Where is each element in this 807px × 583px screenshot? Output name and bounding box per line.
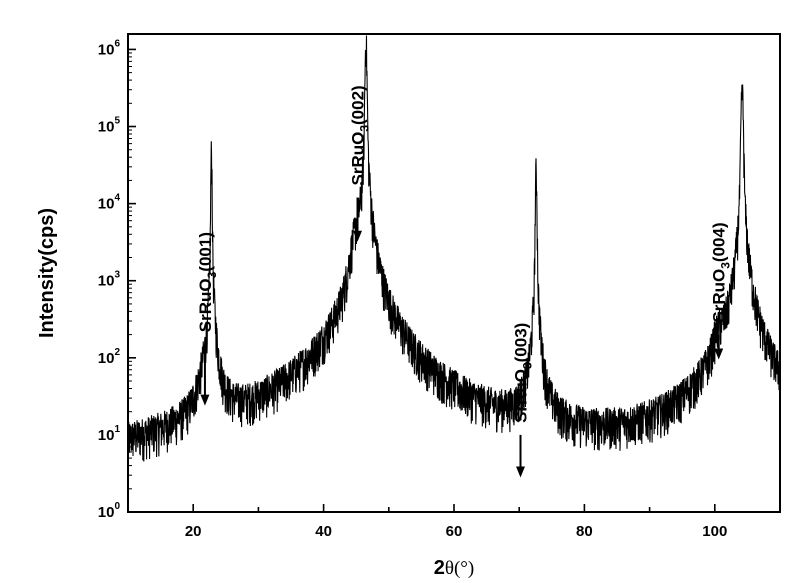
plot-area xyxy=(128,35,780,462)
x-tick-label: 80 xyxy=(576,523,593,540)
peak-annotations: SrRuO3(001) SrRuO3(002) SrRuO3(003) SrRuO3(… xyxy=(196,85,733,478)
spectrum-line xyxy=(128,35,780,462)
peak-label: SrRuO3(001) xyxy=(196,232,219,332)
y-axis: 100 101 102 103 104 105 106 xyxy=(98,38,136,521)
annotation-arrow-head xyxy=(200,394,210,406)
y-tick-label: 106 xyxy=(98,38,121,58)
y-axis-title: Intensity(cps) xyxy=(36,208,58,338)
x-tick-label: 40 xyxy=(315,523,332,540)
y-tick-label: 102 xyxy=(98,347,121,367)
y-tick-label: 103 xyxy=(98,270,121,290)
x-tick-label: 60 xyxy=(446,523,463,540)
y-tick-label: 100 xyxy=(98,501,121,521)
annotation-arrow-head xyxy=(353,230,363,242)
annotation-arrow-head xyxy=(714,348,724,360)
x-axis-title-theta: θ(°) xyxy=(445,558,474,579)
y-tick-label: 105 xyxy=(98,116,121,136)
x-axis-title: 2θ(°) xyxy=(434,557,474,579)
peak-label: SrRuO3(002) xyxy=(349,85,372,185)
x-tick-label: 100 xyxy=(702,523,727,540)
peak-label: SrRuO3(003) xyxy=(512,323,535,423)
x-axis-title-main: 2 xyxy=(434,557,445,579)
y-tick-label: 104 xyxy=(98,193,121,213)
annotation-arrow-head xyxy=(516,466,526,478)
plot-frame xyxy=(127,33,781,513)
peak-label: SrRuO3(004) xyxy=(710,222,733,322)
x-axis: 20 40 60 80 100 xyxy=(127,504,781,540)
y-tick-label: 101 xyxy=(98,424,121,444)
x-tick-label: 20 xyxy=(185,523,202,540)
